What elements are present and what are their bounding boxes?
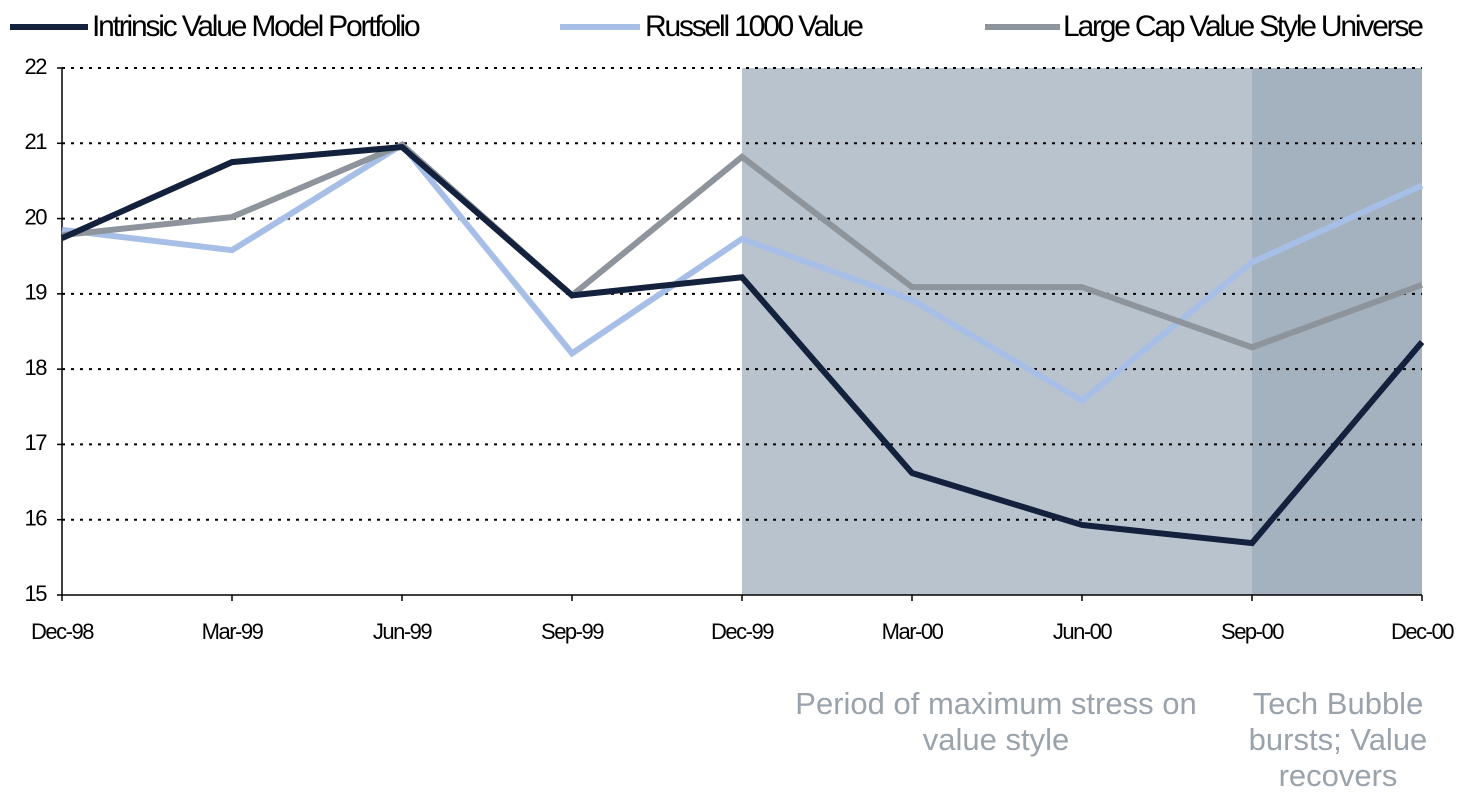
x-tick-label: Dec-99: [711, 619, 774, 644]
x-tick-label: Mar-00: [882, 619, 944, 644]
y-tick-label: 15: [25, 581, 48, 606]
x-tick-label: Jun-00: [1053, 619, 1113, 644]
y-tick-label: 22: [25, 54, 48, 79]
y-tick-label: 21: [25, 129, 48, 154]
legend-label: Russell 1000 Value: [645, 10, 863, 43]
x-tick-label: Jun-99: [373, 619, 433, 644]
legend-label: Large Cap Value Style Universe: [1063, 10, 1423, 43]
series-line: [61, 141, 1424, 351]
x-tick-label: Mar-99: [202, 619, 264, 644]
y-tick-label: 18: [25, 355, 48, 380]
y-tick-label: 17: [25, 430, 48, 455]
series-line: [60, 143, 1425, 547]
series-line: [61, 140, 1424, 405]
y-tick-label: 19: [25, 280, 48, 305]
x-tick-label: Dec-98: [31, 619, 94, 644]
x-tick-label: Sep-99: [541, 619, 604, 644]
legend-label: Intrinsic Value Model Portfolio: [92, 10, 420, 43]
shaded-region: [742, 68, 1252, 595]
x-tick-label: Dec-00: [1391, 619, 1454, 644]
y-tick-label: 16: [25, 506, 48, 531]
region-label: Period of maximum stress on value style: [795, 686, 1197, 757]
y-tick-label: 20: [25, 204, 48, 229]
x-tick-label: Sep-00: [1221, 619, 1284, 644]
chart: 15 16 17 18 19 20 21 22 Dec-98 Mar-99 Jun-99 Sep-99…: [10, 10, 1456, 644]
region-label: Tech Bubble bursts; Value recovers: [1248, 686, 1428, 793]
